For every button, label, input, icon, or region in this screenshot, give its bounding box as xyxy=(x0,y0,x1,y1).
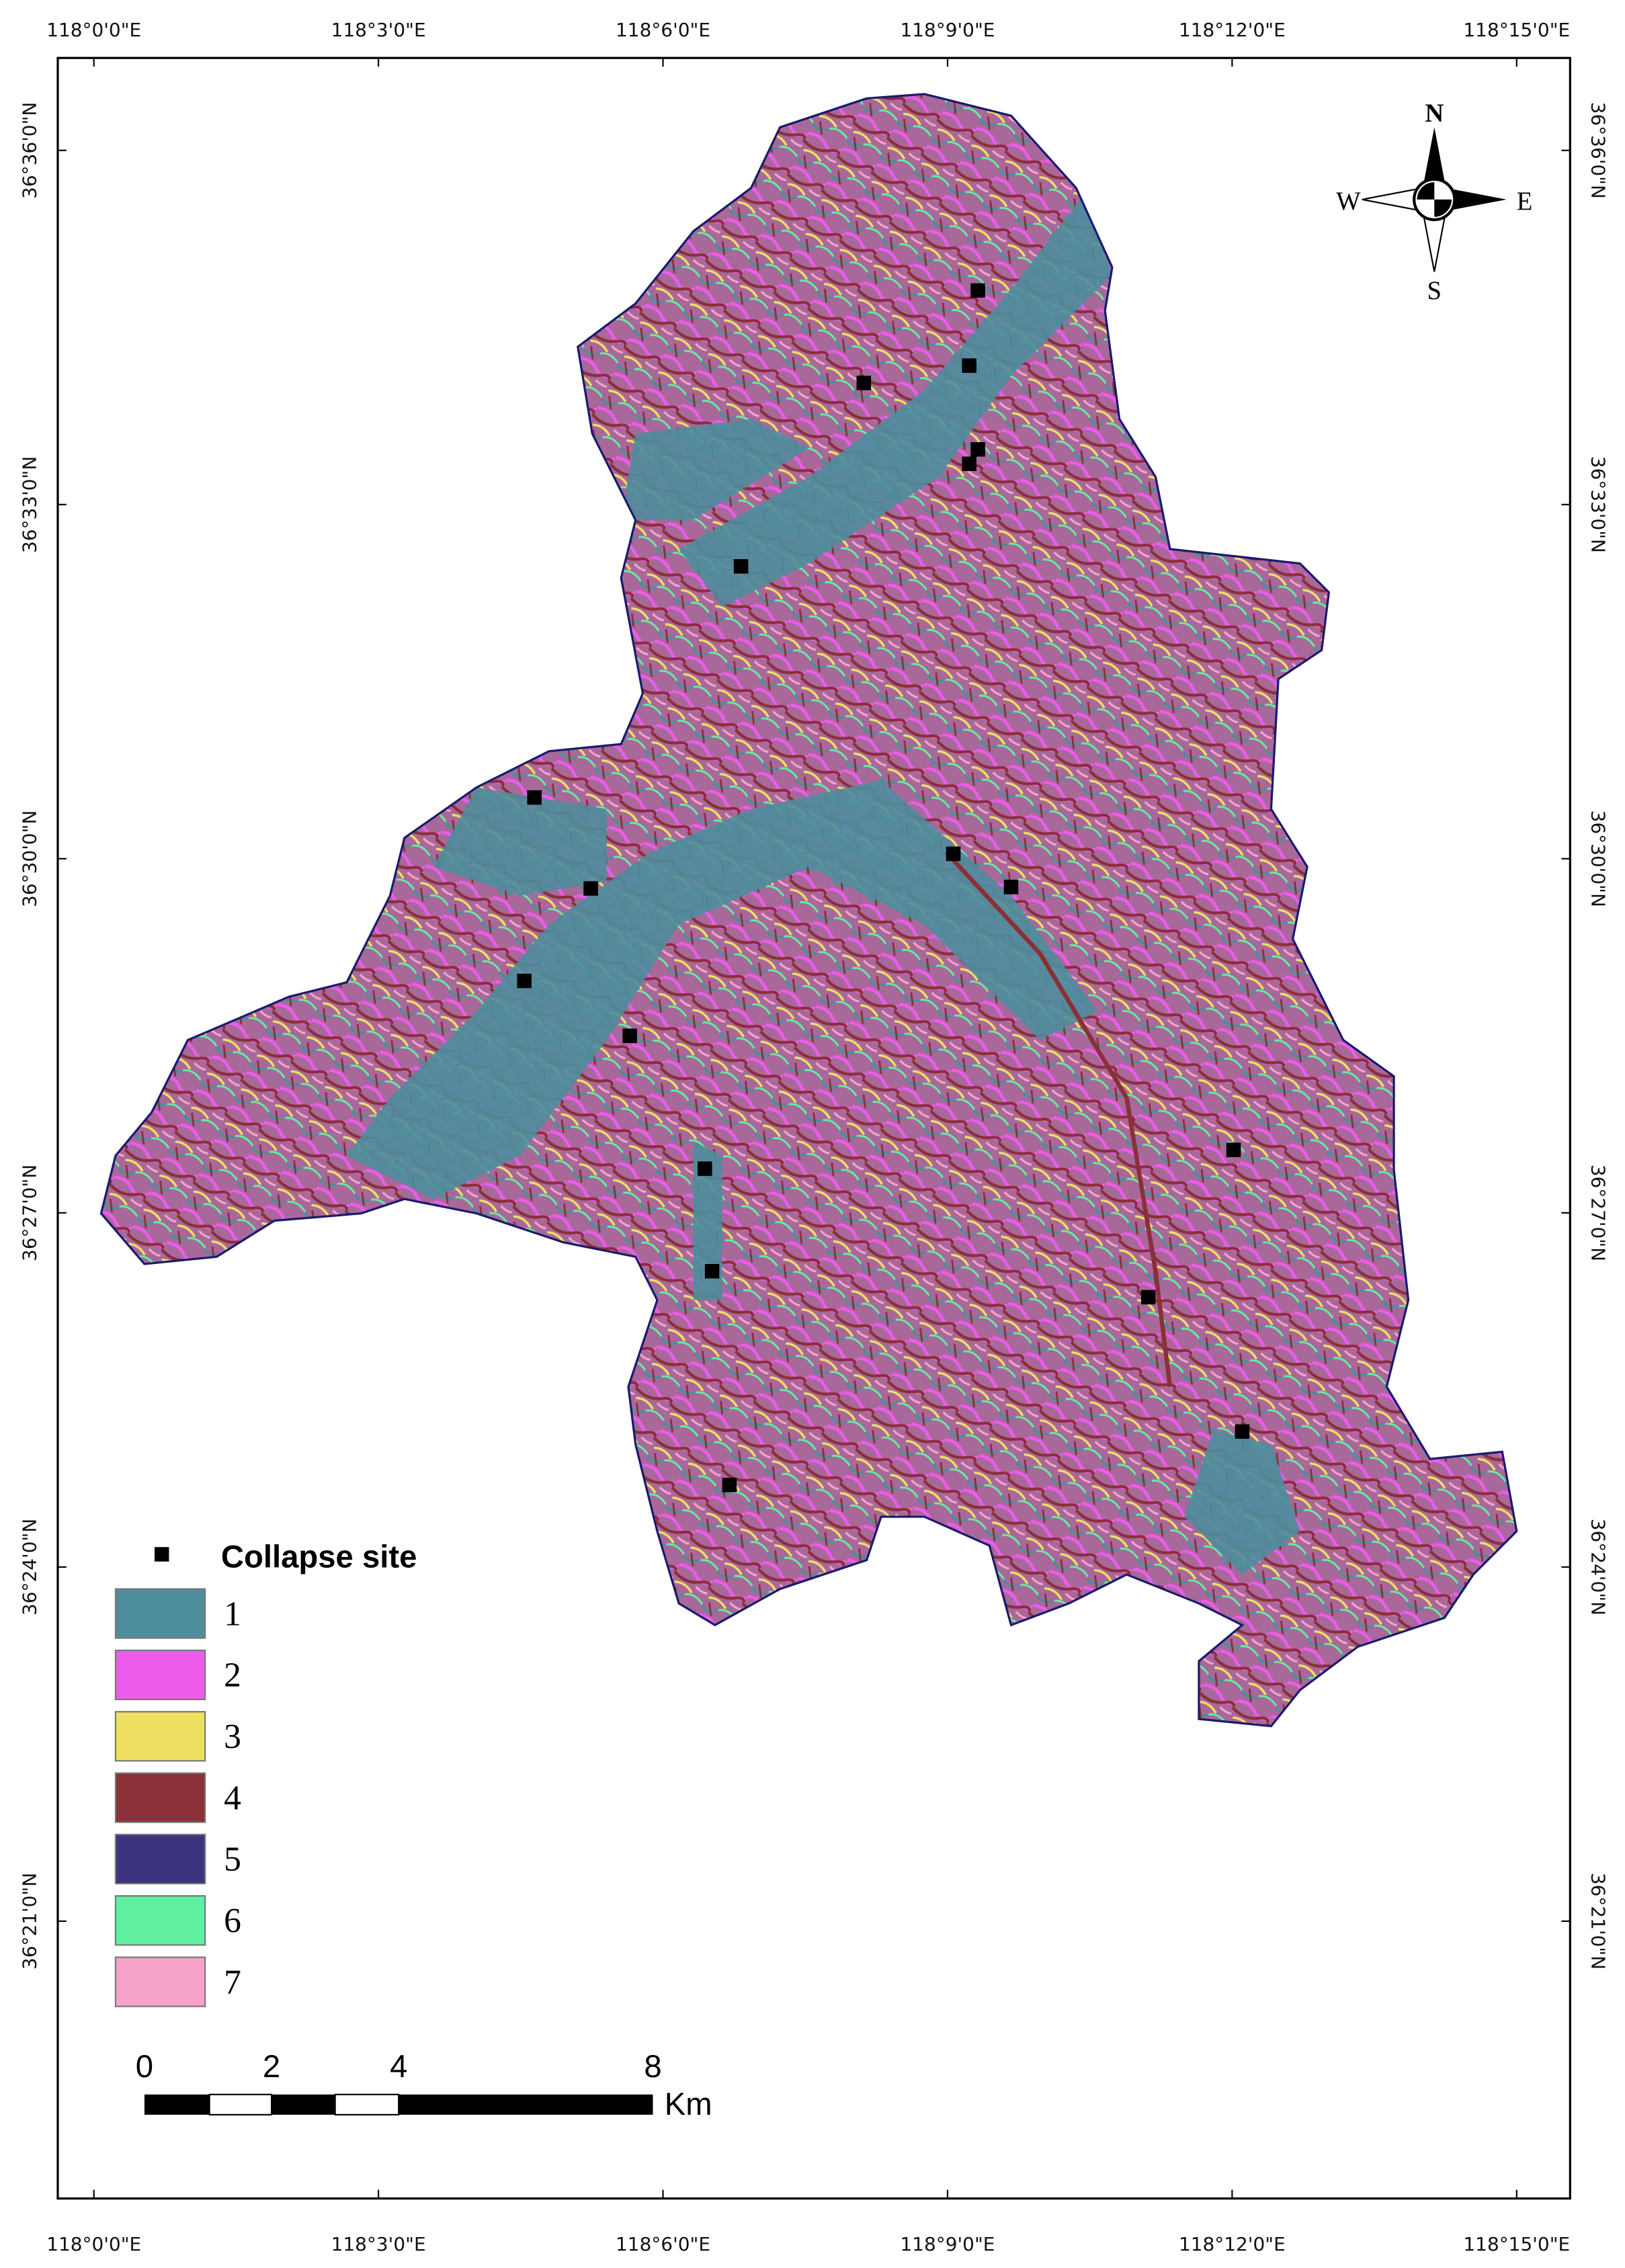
scale-unit: Km xyxy=(665,2087,712,2122)
legend-swatch xyxy=(114,1956,206,2007)
collapse-sites xyxy=(517,283,1250,1493)
legend-swatch xyxy=(114,1895,206,1946)
collapse-site xyxy=(970,283,985,298)
collapse-site xyxy=(622,1028,637,1044)
lat-tick-label: 36°21'0"N xyxy=(19,1873,41,1970)
lat-tick-label: 36°30'0"N xyxy=(19,810,41,907)
lon-tick-label: 118°12'0"E xyxy=(1179,2233,1286,2255)
legend-label: 6 xyxy=(224,1902,241,1940)
scale-label: 4 xyxy=(390,2049,407,2085)
lon-tick-label: 118°3'0"E xyxy=(331,2233,426,2255)
compass-label: E xyxy=(1517,187,1533,216)
lat-tick-label: 36°27'0"N xyxy=(19,1165,41,1261)
collapse-site xyxy=(1235,1424,1250,1439)
collapse-site xyxy=(733,559,749,574)
compass-label: N xyxy=(1425,99,1444,128)
lon-tick-label: 118°0'0"E xyxy=(46,2233,141,2255)
collapse-site xyxy=(856,376,872,390)
lat-tick-label: 36°24'0"N xyxy=(19,1519,41,1615)
legend-title: Collapse site xyxy=(221,1539,417,1574)
lon-tick-label: 118°9'0"E xyxy=(900,19,995,41)
compass-label: S xyxy=(1427,277,1442,305)
collapse-site xyxy=(722,1478,737,1493)
collapse-site xyxy=(704,1263,720,1279)
compass-center xyxy=(1417,182,1452,217)
collapse-site xyxy=(698,1161,712,1176)
lon-tick-label: 118°15'0"E xyxy=(1463,19,1570,41)
scale-bar: 0 2 4 8 Km xyxy=(136,2049,712,2122)
collapse-site xyxy=(517,973,532,989)
collapse-site xyxy=(1003,880,1019,894)
lat-tick-label: 36°36'0"N xyxy=(1587,102,1610,199)
legend-swatch xyxy=(114,1833,206,1885)
scale-label: 0 xyxy=(136,2049,153,2085)
lon-tick-label: 118°6'0"E xyxy=(616,2233,710,2255)
legend-marker xyxy=(154,1547,169,1562)
collapse-site xyxy=(962,456,976,471)
lat-tick-label: 36°33'0"N xyxy=(1587,456,1610,553)
collapse-site xyxy=(970,442,985,457)
legend-label: 5 xyxy=(224,1841,241,1879)
legend-label: 4 xyxy=(224,1779,241,1817)
legend: Collapse site 1 2 3 4 5 6 7 xyxy=(114,1539,417,2007)
lat-tick-label: 36°36'0"N xyxy=(19,102,41,199)
scale-segment xyxy=(144,2094,210,2115)
lon-tick-label: 118°12'0"E xyxy=(1179,19,1286,41)
legend-swatch xyxy=(114,1772,206,1823)
collapse-site xyxy=(962,358,976,373)
compass: N S E W xyxy=(1336,99,1532,305)
compass-label: W xyxy=(1336,187,1361,216)
lon-tick-label: 118°6'0"E xyxy=(616,19,710,41)
lat-tick-label: 36°27'0"N xyxy=(1587,1165,1610,1261)
legend-swatch xyxy=(114,1649,206,1701)
legend-label: 3 xyxy=(224,1718,241,1756)
lat-tick-label: 36°24'0"N xyxy=(1587,1519,1610,1615)
collapse-site xyxy=(583,881,598,896)
region-outline xyxy=(99,93,1518,1728)
legend-label: 2 xyxy=(224,1656,241,1695)
collapse-site xyxy=(1226,1142,1241,1157)
lat-tick-label: 36°33'0"N xyxy=(19,456,41,553)
lat-tick-label: 36°21'0"N xyxy=(1587,1873,1610,1970)
scale-segment xyxy=(208,2093,273,2115)
scale-segment xyxy=(334,2093,400,2115)
legend-label: 1 xyxy=(224,1595,241,1633)
collapse-site xyxy=(946,846,961,862)
collapse-site xyxy=(1140,1290,1156,1305)
legend-label: 7 xyxy=(224,1963,241,2001)
lat-tick-label: 36°30'0"N xyxy=(1587,810,1610,907)
lon-tick-label: 118°15'0"E xyxy=(1463,2233,1570,2255)
collapse-site xyxy=(527,790,542,805)
scale-label: 2 xyxy=(263,2049,280,2085)
scale-label: 8 xyxy=(644,2049,661,2085)
lon-tick-label: 118°3'0"E xyxy=(331,19,426,41)
legend-swatch xyxy=(114,1588,206,1639)
stream xyxy=(944,851,1173,1388)
valley-class-1 xyxy=(346,195,1300,1575)
legend-swatch xyxy=(114,1711,206,1762)
scale-segment xyxy=(272,2094,335,2115)
scale-segment xyxy=(399,2094,653,2115)
lon-tick-label: 118°0'0"E xyxy=(46,19,141,41)
lon-tick-label: 118°9'0"E xyxy=(900,2233,995,2255)
